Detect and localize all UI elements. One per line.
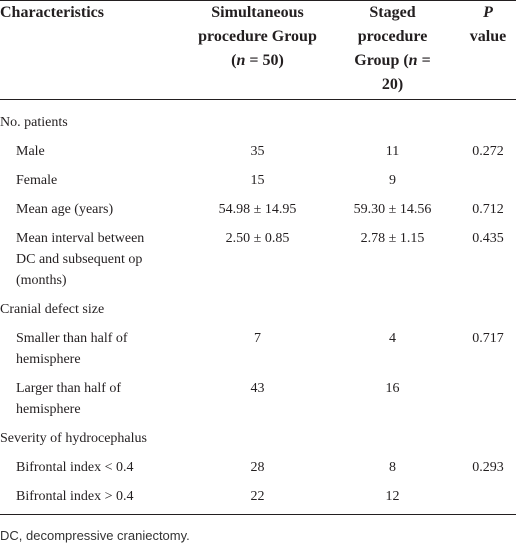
table-row: Smaller than half of hemisphere 7 4 0.717: [0, 324, 516, 374]
cell: 4: [389, 331, 396, 346]
header-text: Characteristics: [0, 4, 104, 21]
cell: 59.30 ± 14.56: [353, 202, 432, 217]
cell: 43: [250, 381, 265, 396]
header-cell: Simultaneous procedure Group (n = 50): [190, 1, 325, 100]
cell: 22: [250, 489, 265, 504]
empty-cell: [460, 166, 516, 195]
row-label-cell: Mean age (years): [0, 195, 190, 224]
cell: 0.293: [472, 460, 504, 475]
header-text: = 20): [381, 52, 431, 93]
table-row: Larger than half of hemisphere 43 16: [0, 374, 516, 424]
cell: 16: [385, 381, 400, 396]
row-label-cell: Male: [0, 137, 190, 166]
header-row: Characteristics Simultaneous procedure G…: [0, 0, 516, 100]
header-text: n: [408, 52, 418, 69]
header-cell: Staged procedure Group (n = 20): [325, 1, 460, 100]
cell: 12: [385, 489, 400, 504]
table-row: Mean age (years) 54.98 ± 14.95 59.30 ± 14.…: [0, 195, 516, 224]
header-cell: Characteristics: [0, 1, 190, 100]
row-label: Larger than half of hemisphere: [16, 381, 122, 417]
table-body: No. patients Male 35 11 0.272 Female 15 9 Mean a…: [0, 100, 516, 515]
cell: 0.272: [472, 144, 504, 159]
row-label: Male: [16, 144, 45, 159]
cell: 8: [389, 460, 396, 475]
header-text: value: [469, 28, 507, 45]
data-table: Characteristics Simultaneous procedure G…: [0, 0, 516, 515]
header-text: n: [236, 52, 246, 69]
header-text: Staged procedure Group (: [354, 4, 428, 69]
table-row: Bifrontal index > 0.4 22 12: [0, 482, 516, 515]
cell: 9: [389, 173, 396, 188]
header-cell: P value: [460, 1, 516, 100]
cell: 28: [250, 460, 265, 475]
row-label: Female: [16, 173, 58, 188]
cell: 35: [250, 144, 265, 159]
header-text: P: [483, 4, 493, 21]
row-label-cell: Female: [0, 166, 190, 195]
cell: 11: [385, 144, 400, 159]
row-label: Mean interval between DC and subsequent …: [16, 231, 145, 288]
group-label: No. patients: [0, 115, 68, 130]
row-label: Bifrontal index > 0.4: [16, 489, 134, 504]
row-label-cell: Larger than half of hemisphere: [0, 374, 190, 424]
cell: 7: [254, 331, 261, 346]
cell: 15: [250, 173, 265, 188]
row-label: Bifrontal index < 0.4: [16, 460, 134, 475]
table-row: Bifrontal index < 0.4 28 8 0.293: [0, 453, 516, 482]
group-label: Severity of hydrocephalus: [0, 431, 147, 446]
empty-cell: [460, 482, 516, 515]
row-label-cell: Mean interval between DC and subsequent …: [0, 224, 190, 295]
row-label: Mean age (years): [16, 202, 114, 217]
table-row: Mean interval between DC and subsequent …: [0, 224, 516, 295]
row-label-cell: Bifrontal index > 0.4: [0, 482, 190, 515]
header-text: Simultaneous procedure Group (: [198, 4, 317, 69]
group-label: Cranial defect size: [0, 302, 105, 317]
cell: 0.435: [472, 231, 504, 246]
header-text: = 50): [245, 52, 284, 69]
cell: 0.712: [472, 202, 504, 217]
row-label: Smaller than half of hemisphere: [16, 331, 128, 367]
cell: 2.50 ± 0.85: [225, 231, 290, 246]
cell: 0.717: [472, 331, 504, 346]
empty-cell: [460, 374, 516, 424]
table-row: Severity of hydrocephalus: [0, 424, 516, 453]
table-row: Cranial defect size: [0, 295, 516, 324]
footnote: DC, decompressive craniectomy.: [0, 528, 190, 543]
row-label-cell: Smaller than half of hemisphere: [0, 324, 190, 374]
table-row: Male 35 11 0.272: [0, 137, 516, 166]
table-row: No. patients: [0, 100, 516, 138]
table-row: Female 15 9: [0, 166, 516, 195]
cell: 54.98 ± 14.95: [218, 202, 297, 217]
cell: 2.78 ± 1.15: [360, 231, 425, 246]
row-label-cell: Bifrontal index < 0.4: [0, 453, 190, 482]
